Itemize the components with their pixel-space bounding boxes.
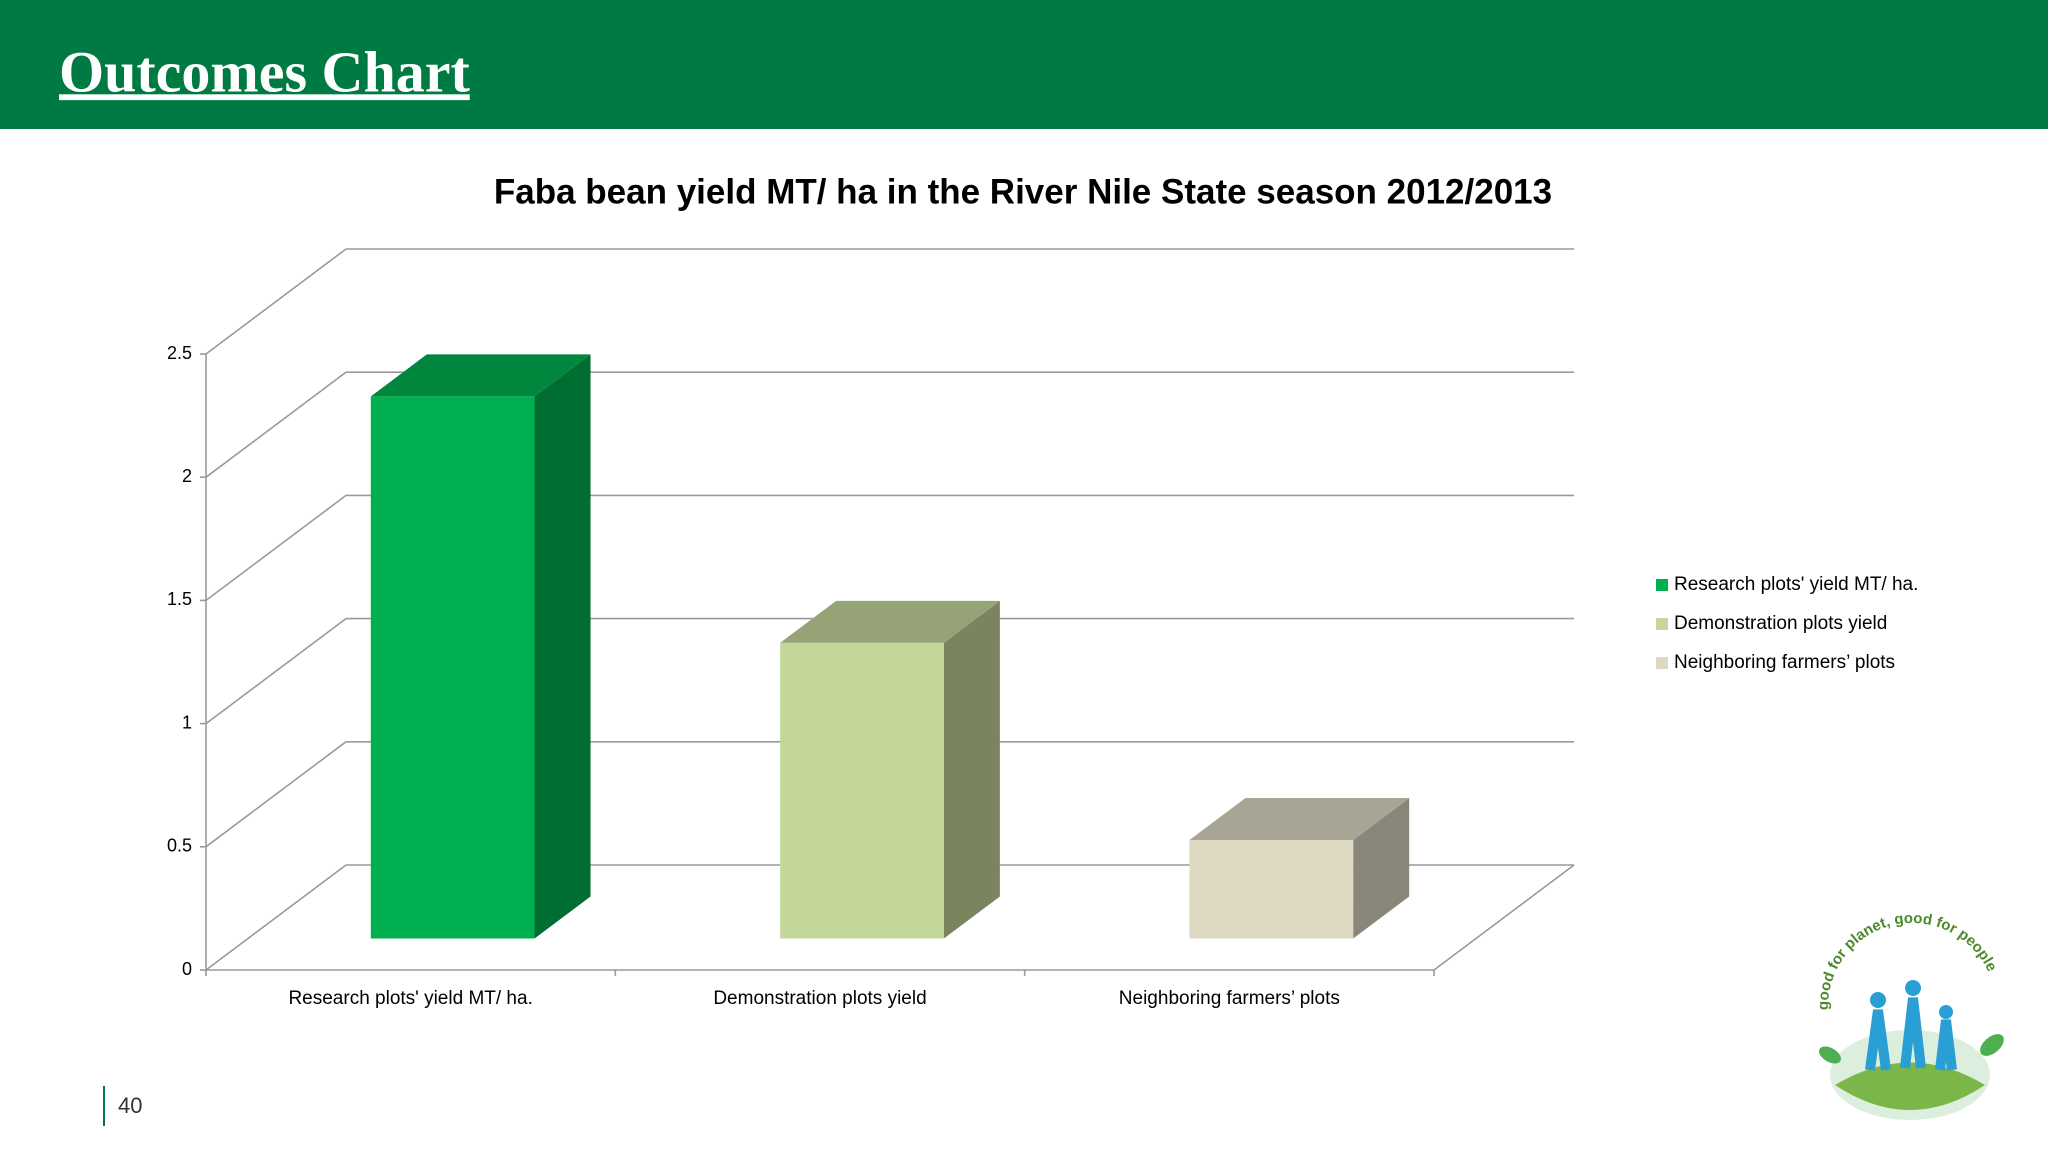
legend-swatch <box>1656 618 1668 630</box>
bar-side <box>943 600 1000 939</box>
bar <box>1189 839 1354 939</box>
grid-line <box>205 248 347 355</box>
bar-side <box>534 354 591 939</box>
y-tick-label: 0 <box>182 959 192 979</box>
header-title: Outcomes Chart <box>59 39 470 104</box>
bar <box>780 642 944 939</box>
x-tick-label: Research plots' yield MT/ ha. <box>288 988 532 1009</box>
page-number: 40 <box>118 1093 142 1118</box>
logo: good for planet, good for people <box>1815 910 2004 1120</box>
bar-top <box>1189 797 1410 840</box>
y-tick-label: 2.5 <box>167 343 192 363</box>
chart-title: Faba bean yield MT/ ha in the River Nile… <box>494 172 1552 211</box>
header-bar <box>0 0 2048 129</box>
bar <box>370 396 535 939</box>
y-tick-label: 1 <box>182 712 192 732</box>
legend-label: Demonstration plots yield <box>1674 613 1887 634</box>
bar-top <box>780 600 1000 643</box>
logo-head <box>1905 980 1921 996</box>
logo-head <box>1870 992 1886 1008</box>
legend-label: Research plots' yield MT/ ha. <box>1674 574 1918 595</box>
bar-top <box>370 354 591 397</box>
logo-text: good for planet, good for people <box>1815 910 2000 1010</box>
floor-edge <box>1433 864 1575 971</box>
logo-leaf <box>1819 1046 1841 1064</box>
y-tick-label: 1.5 <box>167 589 192 609</box>
logo-leaf <box>1980 1034 2004 1056</box>
legend-swatch <box>1656 657 1668 669</box>
logo-text-path: good for planet, good for people <box>1815 910 2000 1010</box>
grid-line <box>205 864 347 971</box>
logo-head <box>1939 1005 1953 1019</box>
grid-line <box>205 371 347 478</box>
grid-line <box>205 494 347 602</box>
x-tick-label: Neighboring farmers’ plots <box>1119 988 1340 1009</box>
legend-swatch <box>1656 579 1668 591</box>
grid-line <box>205 617 347 725</box>
legend-label: Neighboring farmers’ plots <box>1674 652 1895 673</box>
y-tick-label: 0.5 <box>167 836 192 856</box>
bar-side <box>1353 797 1410 939</box>
x-tick-label: Demonstration plots yield <box>713 988 926 1009</box>
grid-line <box>205 741 347 848</box>
logo-field <box>1835 1062 1985 1110</box>
logo-people <box>1865 997 1957 1071</box>
y-tick-label: 2 <box>182 466 192 486</box>
